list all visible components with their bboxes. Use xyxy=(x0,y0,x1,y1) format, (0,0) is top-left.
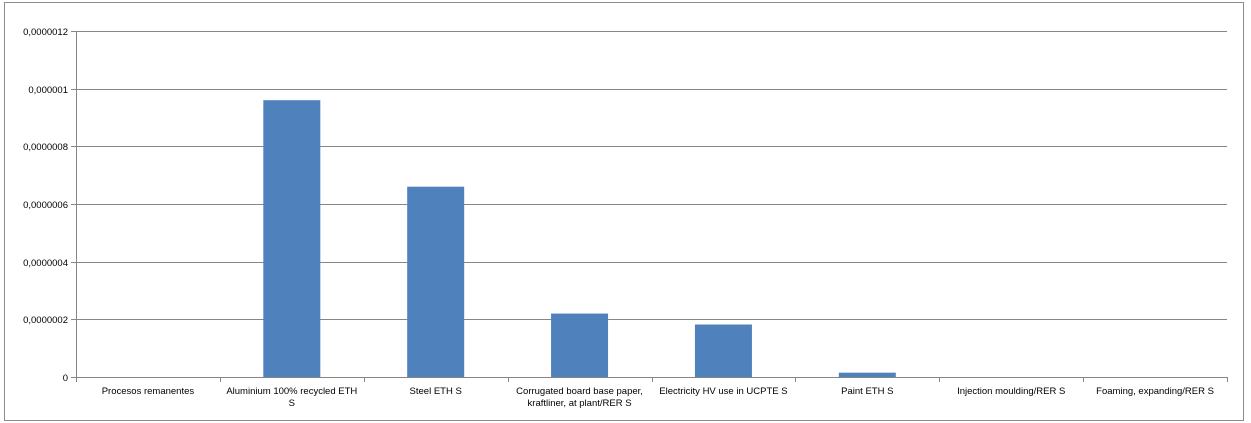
y-tick-label: 0,0000006 xyxy=(23,200,68,211)
bar xyxy=(838,372,896,377)
y-tick-labels: 0 0,0000002 0,0000004 0,0000006 0,0000008 0,0… xyxy=(23,27,68,384)
bar xyxy=(263,100,321,377)
bar xyxy=(407,186,465,377)
x-tick-label: Injection moulding/RER S xyxy=(957,386,1065,397)
x-tick-label: Steel ETH S xyxy=(410,386,462,397)
x-tick-label: Corrugated board base paper, xyxy=(516,386,643,397)
y-tick-label: 0,0000008 xyxy=(23,142,68,153)
gridlines xyxy=(76,31,1227,320)
chart-frame xyxy=(4,2,1244,421)
y-tick-label: 0,0000004 xyxy=(23,258,68,269)
x-tick-label: Paint ETH S xyxy=(841,386,893,397)
x-tick-label: Procesos remanentes xyxy=(102,386,195,397)
x-tick-label: Foaming, expanding/RER S xyxy=(1096,386,1214,397)
x-tick-labels: Procesos remanentes Aluminium 100% recycl… xyxy=(102,386,1214,409)
x-tick-label: kraftliner, at plant/RER S xyxy=(528,398,632,409)
bar xyxy=(694,324,752,377)
axes xyxy=(71,31,1228,382)
x-tick-label: Electricity HV use in UCPTE S xyxy=(659,386,787,397)
bar xyxy=(551,313,609,377)
x-tick-label: Aluminium 100% recycled ETH xyxy=(226,386,357,397)
bars xyxy=(263,100,896,377)
y-tick-label: 0 xyxy=(63,373,68,384)
y-tick-label: 0,0000012 xyxy=(23,27,68,38)
x-tick-label: S xyxy=(289,398,295,409)
y-tick-label: 0,000001 xyxy=(28,85,68,96)
y-tick-label: 0,0000002 xyxy=(23,315,68,326)
